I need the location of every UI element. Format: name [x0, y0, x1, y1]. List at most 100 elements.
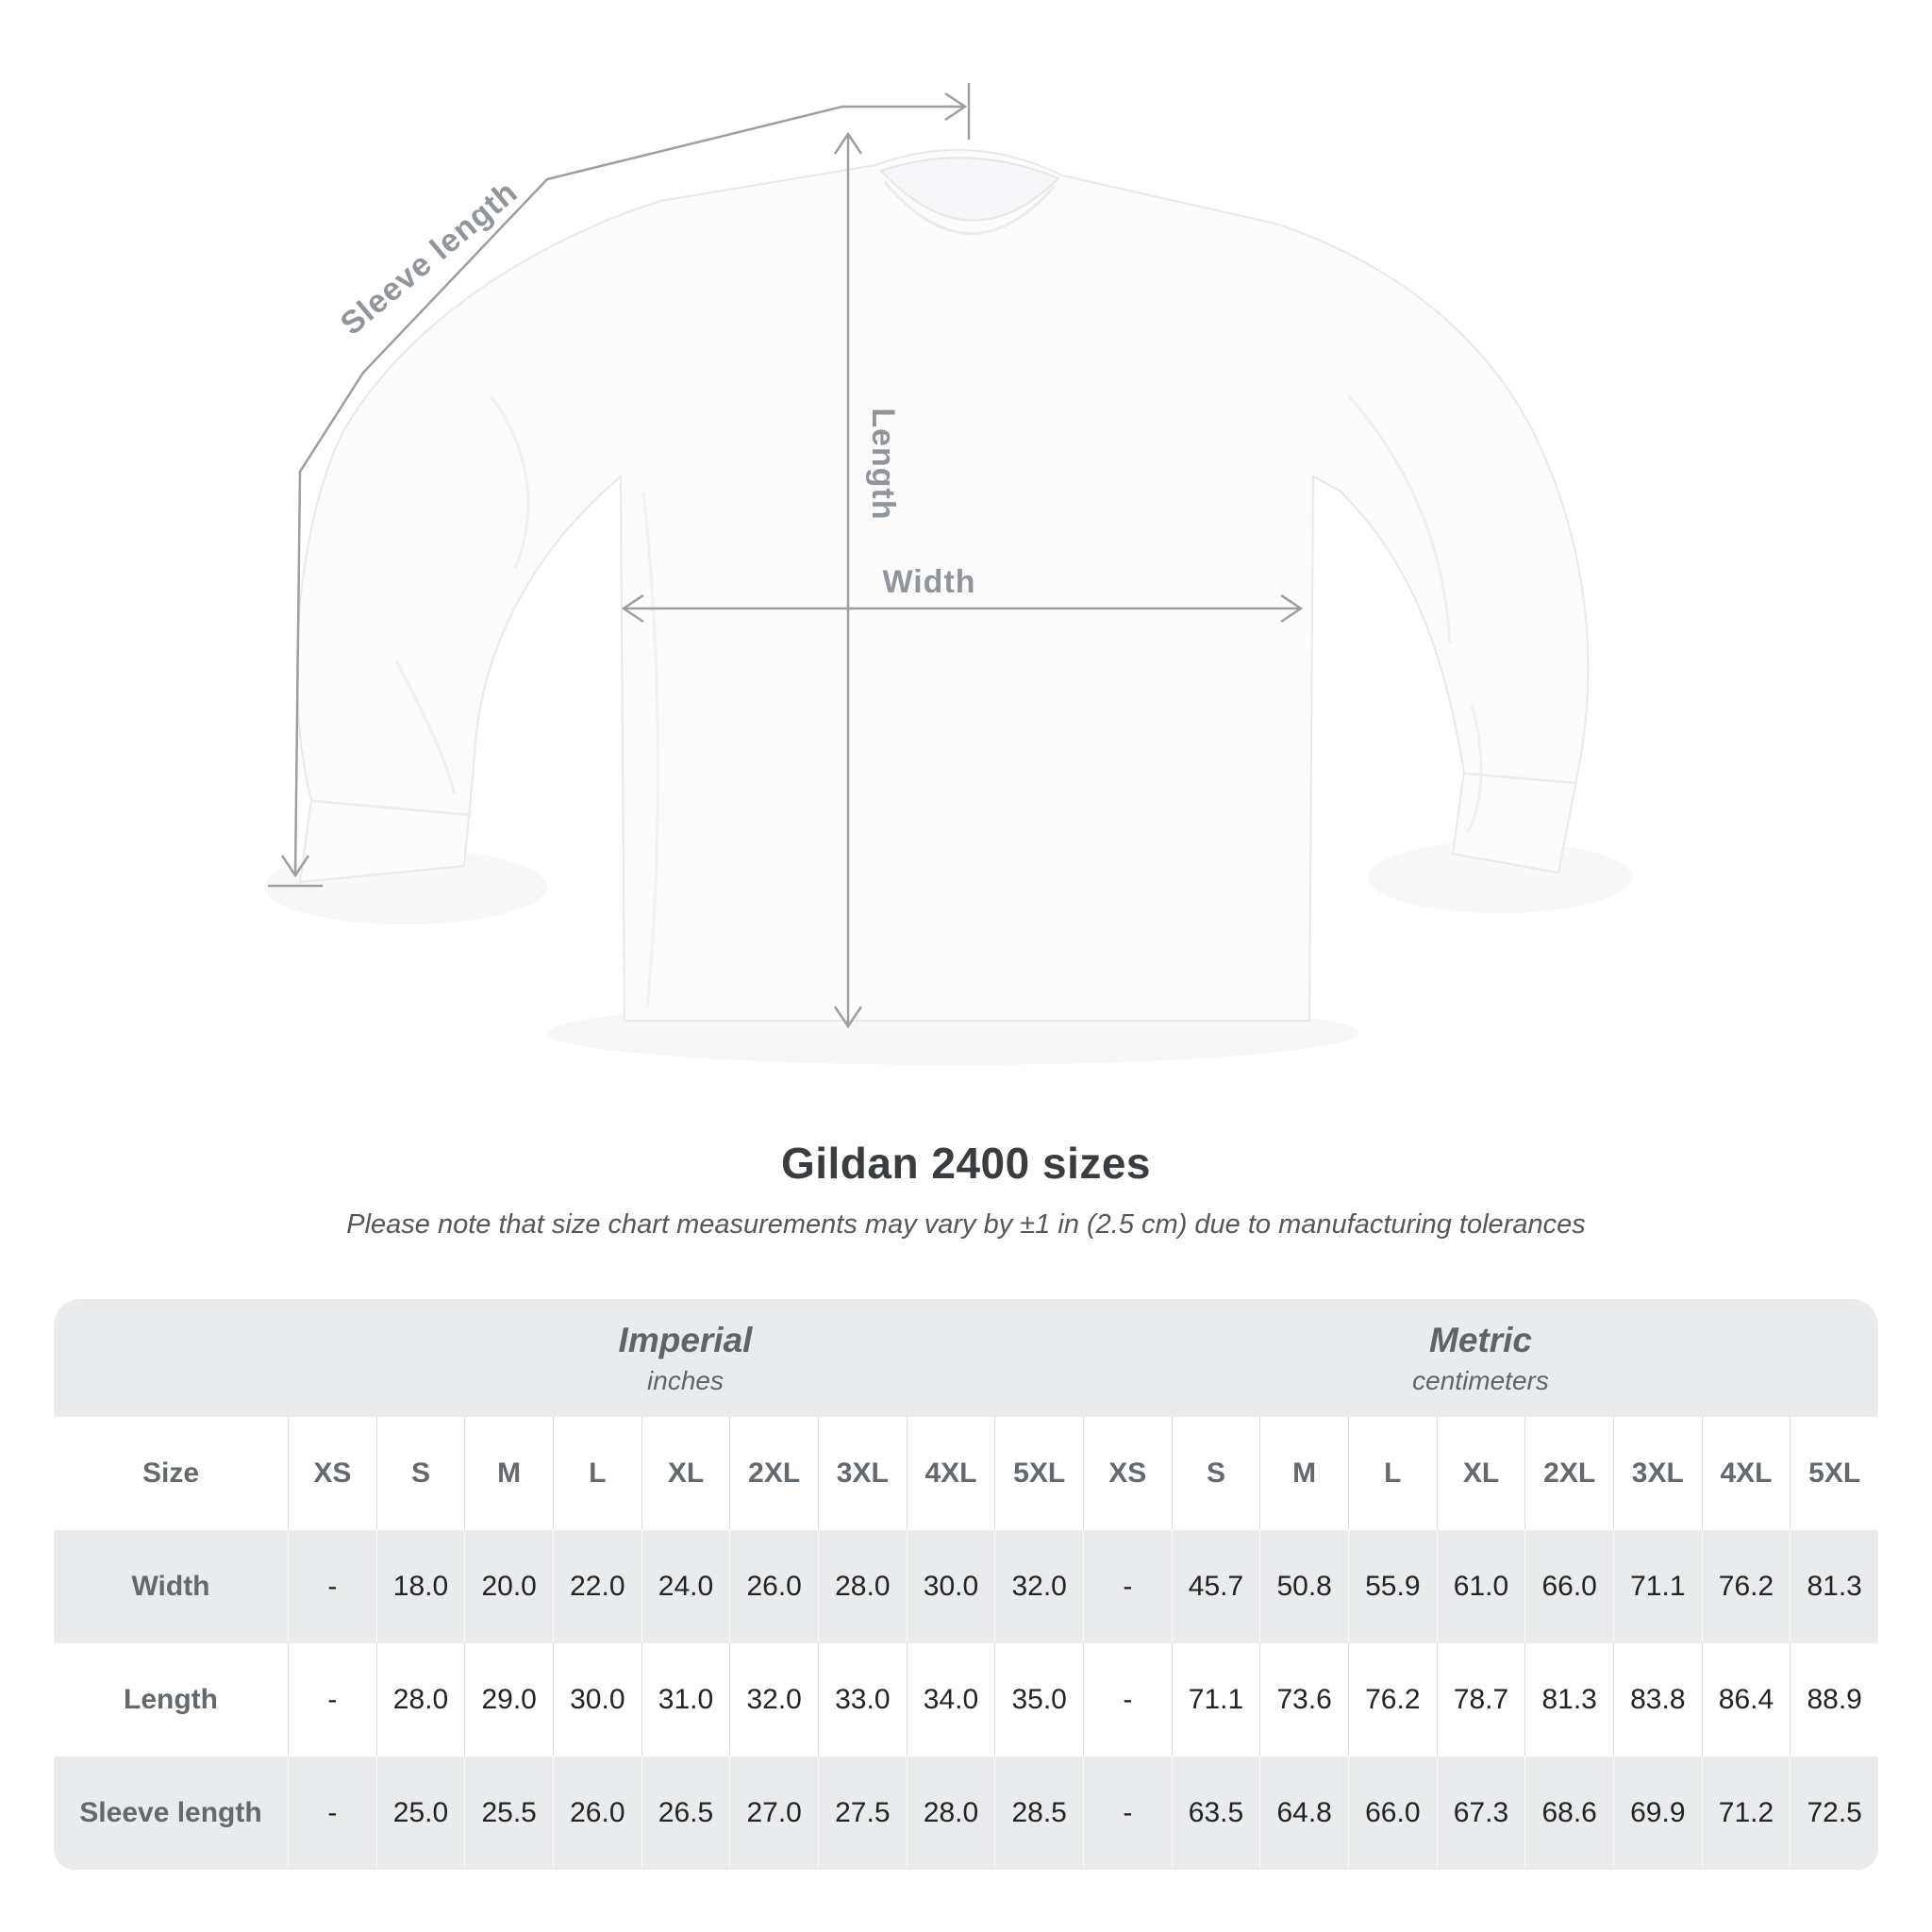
value-metric-M: 50.8 — [1259, 1530, 1348, 1643]
col-header-imperial-S: S — [375, 1417, 465, 1530]
fold-line — [1466, 705, 1483, 833]
value-imperial-2XL: 32.0 — [729, 1643, 818, 1757]
col-header-metric-3XL: 3XL — [1612, 1417, 1702, 1530]
imperial-heading: Imperial — [618, 1320, 753, 1359]
value-metric-L: 76.2 — [1347, 1643, 1437, 1757]
value-metric-XL: 61.0 — [1436, 1530, 1525, 1643]
value-metric-4XL: 71.2 — [1701, 1757, 1790, 1870]
sleeve-shadow-right — [1368, 841, 1632, 913]
sleeve-length-arrowhead-down — [280, 855, 310, 878]
value-imperial-4XL: 34.0 — [906, 1643, 995, 1757]
page-subtitle: Please note that size chart measurements… — [346, 1209, 1586, 1240]
fold-line — [394, 659, 457, 795]
value-imperial-S: 25.0 — [375, 1757, 465, 1870]
shirt-silhouette — [295, 148, 1590, 1022]
row-label: Length — [124, 1684, 218, 1715]
value-metric-M: 73.6 — [1259, 1643, 1348, 1757]
value-imperial-5XL: 35.0 — [994, 1643, 1083, 1757]
value-imperial-5XL: 28.5 — [994, 1757, 1083, 1870]
value-metric-L: 66.0 — [1347, 1757, 1437, 1870]
fold-line — [489, 395, 530, 569]
shirt-measurement-diagram: Sleeve length Length Width — [268, 83, 1632, 1029]
value-metric-S: 45.7 — [1171, 1530, 1260, 1643]
table-row-length: Length -28.0 29.0 30.0 31.0 32.0 33.0 34.0 35.0-… — [54, 1643, 1878, 1757]
width-arrowhead-left — [621, 593, 644, 624]
column-header-row: Size XS S M L XL 2XL 3XL 4XL 5XL XS S M L XL 2XL 3XL 4XL… — [54, 1417, 1878, 1530]
metric-unit-label: centimeters — [1412, 1365, 1549, 1395]
value-metric-3XL: 83.8 — [1612, 1643, 1702, 1757]
value-metric-4XL: 76.2 — [1701, 1530, 1790, 1643]
value-imperial-4XL: 30.0 — [906, 1530, 995, 1643]
value-imperial-M: 25.5 — [464, 1757, 553, 1870]
metric-heading: Metric — [1429, 1320, 1532, 1359]
col-header-imperial-5XL: 5XL — [994, 1417, 1083, 1530]
value-imperial-XL: 24.0 — [641, 1530, 730, 1643]
value-metric-2XL: 81.3 — [1524, 1643, 1613, 1757]
value-metric-3XL: 69.9 — [1612, 1757, 1702, 1870]
value-metric-5XL: 81.3 — [1790, 1530, 1878, 1643]
col-header-imperial-XS: XS — [288, 1417, 376, 1530]
length-arrowhead-up — [833, 131, 863, 155]
value-metric-XS: - — [1082, 1757, 1172, 1870]
value-imperial-XL: 31.0 — [641, 1643, 730, 1757]
value-imperial-XL: 26.5 — [641, 1757, 730, 1870]
value-metric-XL: 67.3 — [1436, 1757, 1525, 1870]
col-header-metric-L: L — [1347, 1417, 1437, 1530]
width-annotation — [621, 593, 1304, 624]
length-annotation — [833, 131, 863, 1029]
width-arrowhead-right — [1280, 593, 1304, 624]
col-header-imperial-XL: XL — [641, 1417, 730, 1530]
col-header-imperial-4XL: 4XL — [906, 1417, 995, 1530]
col-header-imperial-3XL: 3XL — [817, 1417, 907, 1530]
value-metric-XS: - — [1082, 1643, 1172, 1757]
value-imperial-XS: - — [288, 1757, 376, 1870]
col-header-metric-XL: XL — [1436, 1417, 1525, 1530]
value-imperial-3XL: 28.0 — [817, 1530, 907, 1643]
value-imperial-2XL: 27.0 — [729, 1757, 818, 1870]
table-body: Width -18.0 20.0 22.0 24.0 26.0 28.0 30.0 32.0-4… — [54, 1530, 1878, 1870]
length-arrowhead-down — [833, 1006, 863, 1029]
col-header-imperial-2XL: 2XL — [729, 1417, 818, 1530]
value-metric-XS: - — [1082, 1530, 1172, 1643]
value-imperial-XS: - — [288, 1530, 376, 1643]
size-column-header: Size — [142, 1457, 200, 1489]
right-cuff-seam — [1464, 772, 1577, 785]
sleeve-length-annotation — [268, 83, 971, 888]
value-metric-2XL: 68.6 — [1524, 1757, 1613, 1870]
value-metric-M: 64.8 — [1259, 1757, 1348, 1870]
imperial-unit-label: inches — [647, 1365, 724, 1395]
col-header-imperial-M: M — [464, 1417, 553, 1530]
value-imperial-L: 26.0 — [552, 1757, 641, 1870]
value-imperial-L: 22.0 — [552, 1530, 641, 1643]
value-metric-L: 55.9 — [1347, 1530, 1437, 1643]
sleeve-length-line — [293, 105, 965, 876]
fold-line — [1347, 395, 1452, 644]
page-title: Gildan 2400 sizes — [780, 1139, 1152, 1188]
table-row-width: Width -18.0 20.0 22.0 24.0 26.0 28.0 30.0 32.0-4… — [54, 1530, 1878, 1643]
col-header-metric-5XL: 5XL — [1790, 1417, 1878, 1530]
value-metric-S: 71.1 — [1171, 1643, 1260, 1757]
value-imperial-XS: - — [288, 1643, 376, 1757]
left-cuff-seam — [311, 799, 473, 817]
value-imperial-4XL: 28.0 — [906, 1757, 995, 1870]
value-imperial-3XL: 27.5 — [817, 1757, 907, 1870]
row-label: Width — [131, 1571, 210, 1602]
size-table: Imperial inches Metric centimeters Size … — [54, 1299, 1878, 1870]
value-metric-4XL: 86.4 — [1701, 1643, 1790, 1757]
col-header-metric-S: S — [1171, 1417, 1260, 1530]
length-label: Length — [865, 408, 901, 520]
width-label: Width — [882, 564, 975, 600]
table-row-sleeve-length: Sleeve length -25.0 25.5 26.0 26.5 27.0 27.5 28… — [54, 1757, 1878, 1870]
value-metric-S: 63.5 — [1171, 1757, 1260, 1870]
value-imperial-L: 30.0 — [552, 1643, 641, 1757]
value-imperial-5XL: 32.0 — [994, 1530, 1083, 1643]
col-header-metric-M: M — [1259, 1417, 1348, 1530]
sleeve-length-arrowhead-right — [944, 92, 968, 122]
unit-group-imperial: Imperial inches — [288, 1299, 1083, 1417]
col-header-metric-XS: XS — [1082, 1417, 1172, 1530]
col-header-metric-4XL: 4XL — [1701, 1417, 1790, 1530]
collar-rib-line — [883, 181, 1057, 235]
value-imperial-3XL: 33.0 — [817, 1643, 907, 1757]
value-metric-XL: 78.7 — [1436, 1643, 1525, 1757]
